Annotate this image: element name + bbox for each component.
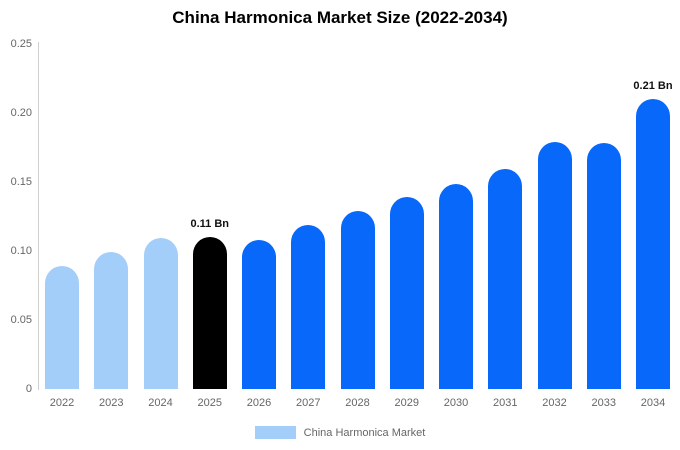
bar-value-label-2025: 0.11 Bn (190, 217, 230, 230)
bar-2030 (439, 184, 473, 389)
y-tick-label-0.05: 0.05 (10, 313, 32, 326)
x-tick-label-2026: 2026 (246, 397, 272, 409)
y-tick-label-0: 0 (25, 383, 32, 395)
y-tick-label-0.15: 0.15 (10, 175, 32, 188)
x-tick-label-2029: 2029 (394, 397, 419, 409)
bar-2023 (94, 252, 129, 389)
bar-2033 (586, 143, 621, 389)
bar-2034 (636, 98, 670, 389)
bar-2029 (389, 196, 424, 389)
bar-2022 (45, 266, 79, 389)
bar-2024 (143, 238, 178, 389)
x-tick-label-2022: 2022 (49, 397, 75, 409)
bar-2031 (488, 169, 523, 389)
x-tick-label-2028: 2028 (345, 397, 370, 409)
chart-title: China Harmonica Market Size (2022-2034) (172, 8, 508, 27)
x-tick-label-2032: 2032 (542, 397, 567, 409)
x-tick-label-2030: 2030 (443, 397, 469, 409)
bar-2032 (537, 141, 572, 389)
x-tick-label-2024: 2024 (148, 397, 173, 409)
x-tick-label-2031: 2031 (493, 397, 518, 409)
y-axis-line (38, 42, 39, 390)
bar-2028 (340, 210, 375, 389)
y-tick-label-0.25: 0.25 (10, 37, 32, 50)
bar-value-label-2034: 0.21 Bn (633, 79, 673, 92)
bar-2025 (192, 236, 227, 389)
bar-2026 (242, 239, 276, 389)
y-tick-label-0.20: 0.20 (10, 106, 32, 119)
chart-legend: China Harmonica Market (0, 426, 680, 439)
y-tick-label-0.10: 0.10 (10, 244, 32, 257)
legend-swatch (254, 426, 296, 439)
bar-2027 (291, 224, 326, 389)
x-tick-label-2034: 2034 (640, 397, 666, 409)
x-tick-label-2033: 2033 (591, 397, 616, 409)
legend-label: China Harmonica Market (303, 426, 426, 439)
x-tick-label-2025: 2025 (197, 397, 222, 409)
x-tick-label-2027: 2027 (296, 397, 321, 409)
x-tick-label-2023: 2023 (99, 397, 124, 409)
